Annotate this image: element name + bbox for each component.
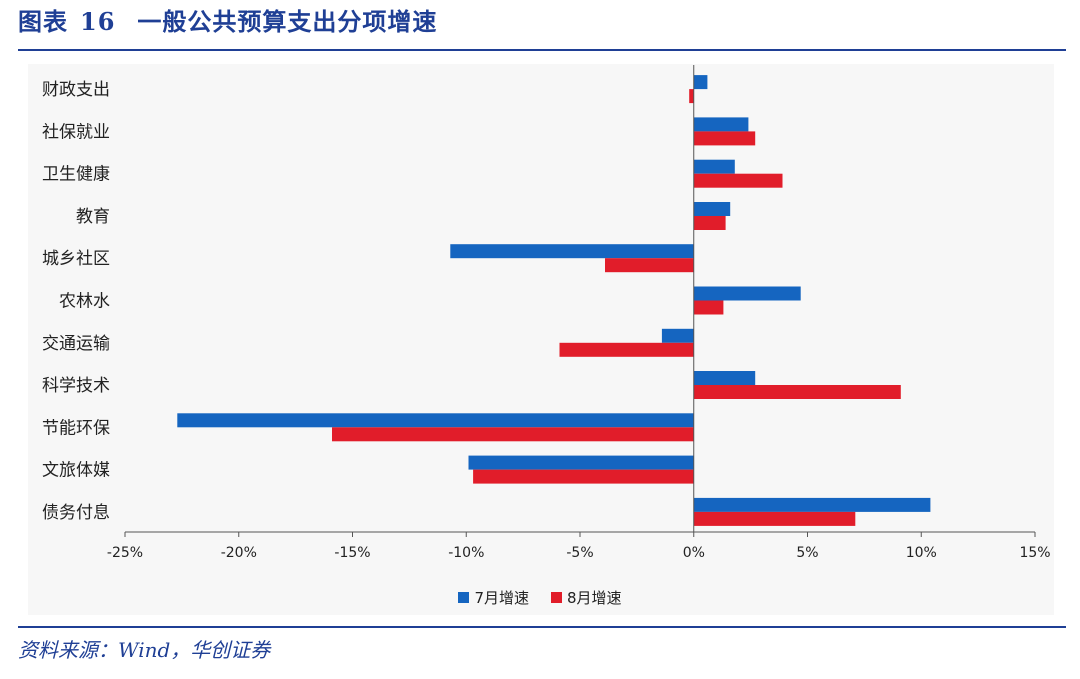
- bar-aug-4: [605, 258, 694, 273]
- legend-item-jul: 7月增速: [458, 587, 529, 608]
- category-label: 文旅体媒: [42, 461, 110, 481]
- category-label: 社保就业: [42, 122, 110, 142]
- bar-aug-1: [693, 131, 756, 146]
- legend-swatch-jul: [458, 591, 470, 603]
- category-label: 农林水: [59, 292, 110, 312]
- category-label: 教育: [76, 207, 110, 227]
- bar-jul-0: [693, 75, 708, 90]
- title-divider: [18, 49, 1066, 51]
- bar-aug-8: [332, 427, 694, 442]
- category-label: 科学技术: [42, 376, 110, 396]
- x-tick-label: 5%: [796, 545, 818, 561]
- x-tick-label: -20%: [221, 545, 257, 561]
- legend-swatch-aug: [551, 591, 562, 603]
- bar-jul-3: [693, 202, 731, 216]
- bar-aug-10: [693, 511, 856, 526]
- x-tick-label: 10%: [906, 545, 937, 561]
- bar-jul-1: [693, 117, 749, 132]
- bar-jul-10: [693, 497, 931, 512]
- bar-aug-5: [693, 300, 724, 315]
- figure-caption: 一般公共预算支出分项增速: [137, 7, 438, 36]
- bar-jul-8: [177, 413, 694, 428]
- legend-label-aug: 8月增速: [567, 588, 622, 607]
- source-note: 资料来源：Wind，华创证券: [18, 638, 271, 662]
- bar-jul-9: [468, 455, 694, 470]
- bar-jul-5: [693, 286, 801, 301]
- bar-jul-2: [693, 159, 735, 174]
- legend-label-jul: 7月增速: [474, 588, 529, 607]
- category-label: 城乡社区: [42, 249, 110, 269]
- bar-aug-3: [693, 216, 726, 230]
- plot-background: [28, 64, 1054, 615]
- bar-jul-4: [450, 244, 694, 259]
- x-tick-label: -10%: [448, 545, 484, 561]
- bar-aug-6: [559, 342, 694, 357]
- x-tick-label: 0%: [683, 545, 705, 561]
- category-label: 财政支出: [42, 80, 110, 100]
- category-label: 节能环保: [42, 418, 110, 438]
- x-tick-label: -15%: [334, 545, 370, 561]
- bar-aug-9: [473, 469, 694, 484]
- chart-legend: 7月增速 8月增速: [0, 585, 1080, 609]
- figure-title: 图表 16 一般公共预算支出分项增速: [18, 4, 437, 40]
- bar-aug-2: [693, 173, 783, 188]
- figure-label: 图表: [18, 7, 68, 36]
- category-label: 交通运输: [42, 334, 110, 354]
- x-tick-label: -5%: [566, 545, 593, 561]
- x-tick-label: -25%: [107, 545, 143, 561]
- bar-jul-7: [693, 371, 756, 385]
- x-tick-label: 15%: [1019, 545, 1050, 561]
- bar-aug-7: [693, 385, 901, 399]
- bar-jul-6: [661, 328, 694, 343]
- source-divider: [18, 626, 1066, 628]
- bar-aug-0: [689, 89, 694, 104]
- category-label: 卫生健康: [42, 165, 110, 185]
- legend-item-aug: 8月增速: [551, 587, 622, 608]
- category-label: 债务付息: [42, 503, 110, 523]
- figure-number: 16: [80, 7, 116, 36]
